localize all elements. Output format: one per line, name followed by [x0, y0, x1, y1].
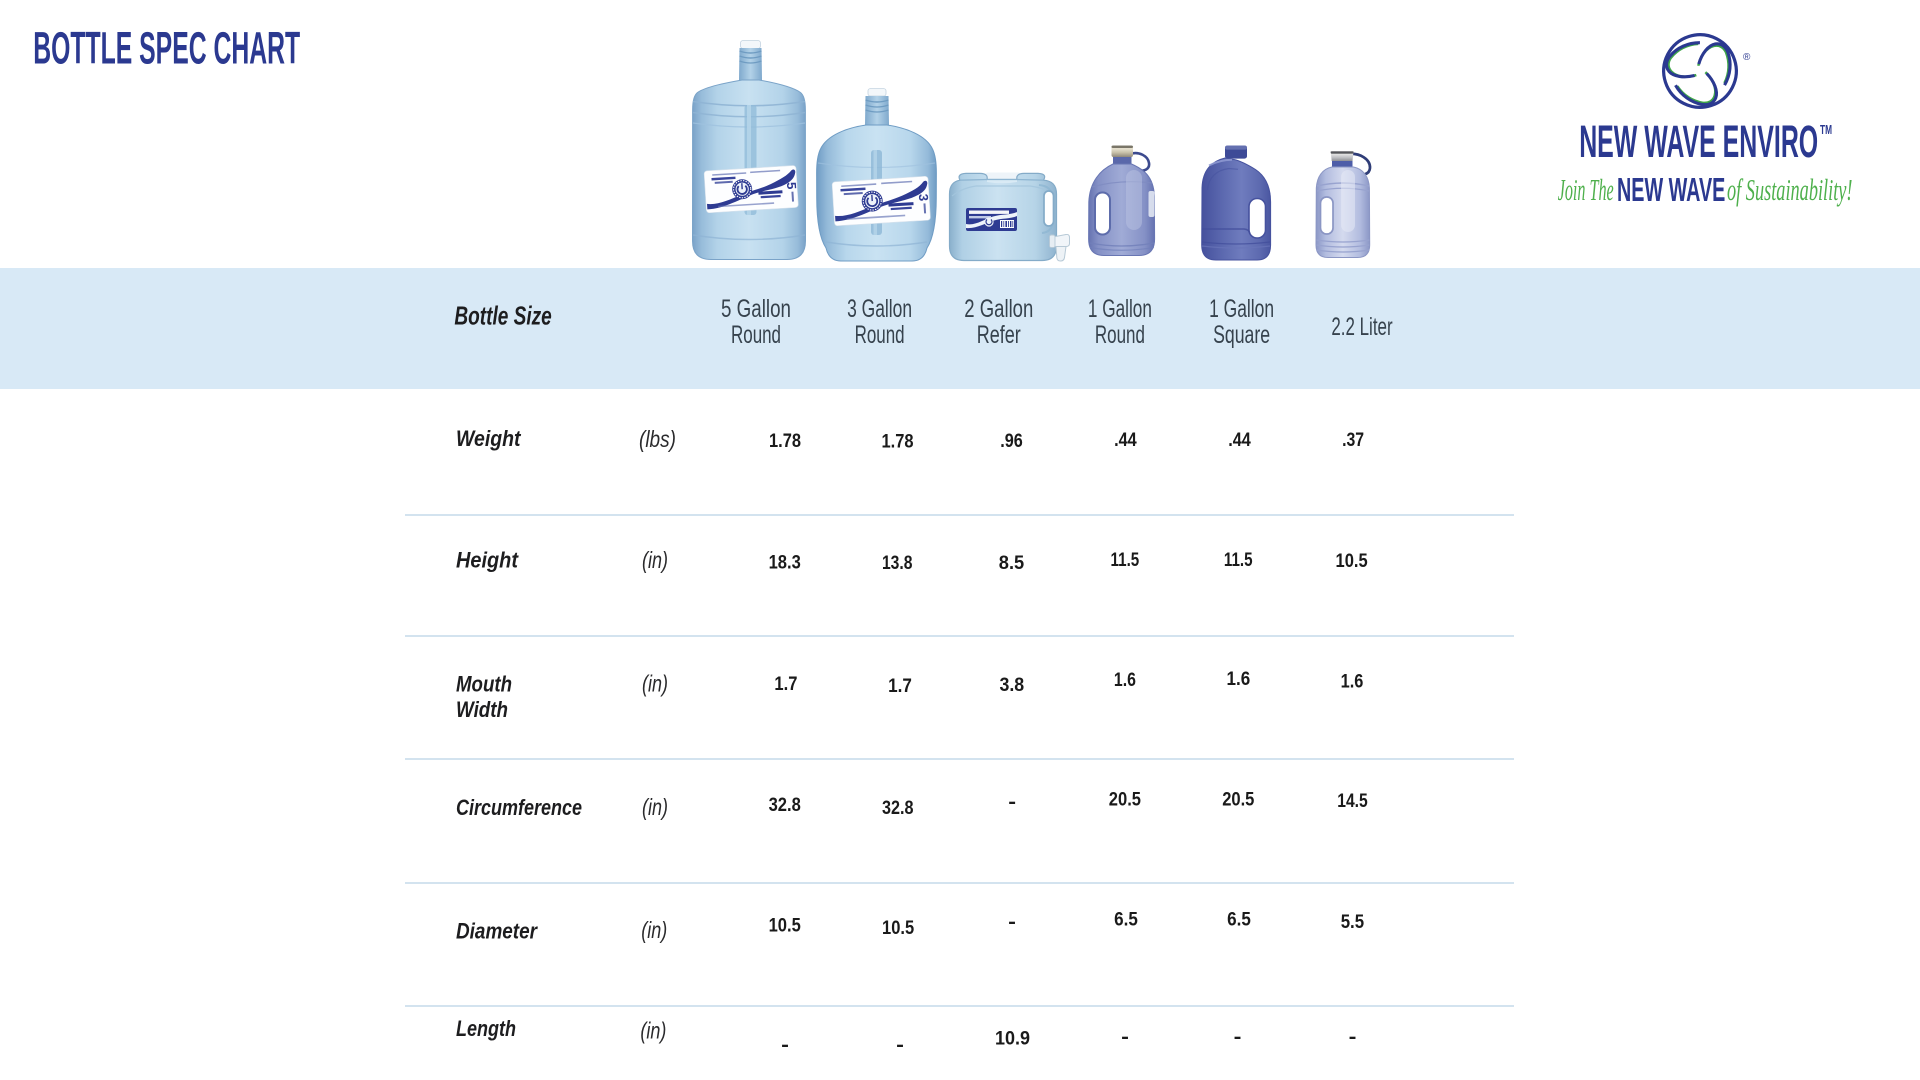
svg-text:of Sustainability!: of Sustainability! [1727, 172, 1853, 207]
svg-text:1.6: 1.6 [1114, 669, 1136, 691]
svg-text:5: 5 [784, 182, 799, 190]
svg-text:3.8: 3.8 [999, 674, 1024, 696]
svg-text:BOTTLE SPEC CHART: BOTTLE SPEC CHART [33, 23, 300, 74]
svg-text:14.5: 14.5 [1337, 790, 1368, 812]
svg-text:-: - [1008, 791, 1016, 813]
svg-text:Round: Round [855, 321, 905, 349]
svg-text:(in): (in) [642, 794, 668, 820]
svg-text:NEW WAVE: NEW WAVE [1617, 171, 1725, 208]
svg-text:TM: TM [1820, 122, 1832, 137]
svg-text:1 Gallon: 1 Gallon [1088, 295, 1152, 323]
svg-text:10.5: 10.5 [882, 917, 914, 939]
svg-text:Height: Height [456, 548, 520, 573]
svg-text:20.5: 20.5 [1109, 788, 1141, 810]
svg-text:32.8: 32.8 [769, 794, 801, 816]
svg-text:2.2 Liter: 2.2 Liter [1331, 313, 1392, 341]
svg-text:-: - [781, 1034, 789, 1056]
svg-text:8.5: 8.5 [999, 552, 1024, 574]
svg-text:1.7: 1.7 [888, 675, 912, 697]
svg-text:.44: .44 [1114, 429, 1137, 451]
svg-text:Length: Length [456, 1016, 516, 1041]
svg-text:Circumference: Circumference [456, 795, 582, 820]
svg-text:5 Gallon: 5 Gallon [721, 295, 791, 323]
svg-text:1.6: 1.6 [1227, 668, 1251, 690]
svg-text:(lbs): (lbs) [639, 426, 676, 452]
svg-text:Square: Square [1213, 321, 1270, 349]
svg-text:3: 3 [916, 193, 931, 201]
svg-text:-: - [1121, 1026, 1129, 1048]
svg-text:Refer: Refer [977, 321, 1021, 349]
svg-text:(in): (in) [641, 917, 667, 943]
svg-text:1.78: 1.78 [769, 430, 801, 452]
svg-text:3 Gallon: 3 Gallon [847, 295, 912, 323]
svg-text:1.78: 1.78 [882, 431, 914, 453]
svg-text:1.7: 1.7 [774, 673, 797, 695]
svg-text:-: - [1008, 911, 1016, 933]
svg-text:5.5: 5.5 [1341, 911, 1364, 933]
svg-text:Round: Round [731, 321, 781, 349]
svg-text:(in): (in) [640, 1018, 666, 1044]
svg-text:-: - [896, 1034, 904, 1056]
svg-text:18.3: 18.3 [769, 552, 801, 574]
svg-text:11.5: 11.5 [1111, 549, 1140, 571]
svg-text:20.5: 20.5 [1222, 788, 1254, 810]
svg-text:.44: .44 [1228, 429, 1251, 451]
svg-text:(in): (in) [642, 670, 668, 696]
svg-text:10.5: 10.5 [769, 915, 801, 937]
svg-text:2 Gallon: 2 Gallon [964, 295, 1033, 323]
svg-text:1 Gallon: 1 Gallon [1209, 295, 1274, 323]
svg-text:Width: Width [456, 697, 508, 722]
svg-text:.37: .37 [1342, 429, 1364, 451]
svg-text:32.8: 32.8 [882, 797, 914, 819]
svg-text:.96: .96 [1000, 430, 1023, 452]
svg-text:NEW WAVE ENVIRO: NEW WAVE ENVIRO [1579, 116, 1818, 167]
svg-text:10.5: 10.5 [1336, 550, 1368, 572]
svg-text:11.5: 11.5 [1224, 549, 1253, 571]
svg-text:6.5: 6.5 [1227, 908, 1251, 930]
svg-text:13.8: 13.8 [882, 552, 913, 574]
svg-text:Join The: Join The [1558, 172, 1614, 207]
svg-text:Bottle Size: Bottle Size [454, 301, 551, 331]
svg-text:®: ® [1743, 52, 1751, 63]
svg-text:Weight: Weight [456, 426, 522, 451]
svg-text:Diameter: Diameter [456, 919, 538, 944]
svg-text:1.6: 1.6 [1341, 670, 1364, 692]
svg-text:-: - [1234, 1026, 1242, 1048]
svg-text:(in): (in) [642, 547, 668, 573]
svg-text:10.9: 10.9 [995, 1028, 1030, 1050]
svg-text:-: - [1349, 1026, 1357, 1048]
svg-text:Round: Round [1095, 321, 1145, 349]
svg-text:6.5: 6.5 [1114, 908, 1138, 930]
svg-text:Mouth: Mouth [456, 671, 512, 696]
